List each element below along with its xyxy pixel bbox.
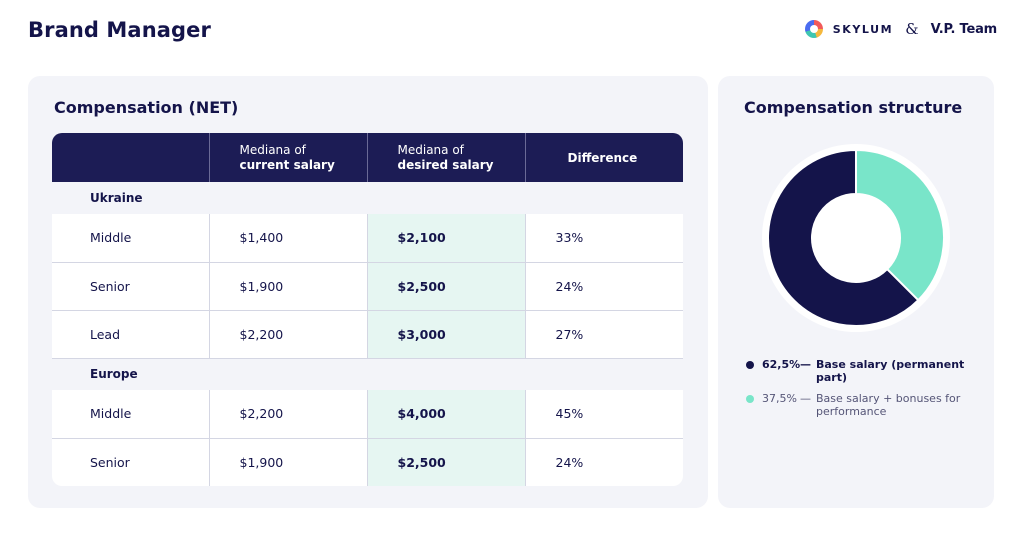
cell-difference: 27% [524,310,683,359]
table-row: Middle $2,200 $4,000 45% [52,390,683,439]
page-title: Brand Manager [28,18,211,42]
brand-logos: SKYLUM & V.P. Team [804,20,998,38]
donut-slice [855,148,945,302]
header-current-line2: current salary [239,157,335,172]
header-desired-line2: desired salary [397,157,494,172]
ampersand: & [905,20,919,38]
cell-desired: $2,100 [366,214,525,263]
table-row: Senior $1,900 $2,500 24% [52,438,683,486]
cell-role: Middle [52,214,209,263]
donut-chart [762,144,950,332]
legend-dot [746,361,754,369]
cell-role: Senior [52,262,209,311]
legend-dot [746,395,754,403]
legend-dash: — [800,358,811,371]
legend-pct: 37,5% [762,392,797,405]
legend-dash: — [800,392,811,405]
compensation-panel: Compensation (NET) Mediana of current sa… [28,76,708,508]
compensation-title: Compensation (NET) [54,98,239,117]
section-label: Europe [52,358,683,390]
chart-legend: 62,5% — Base salary (permanent part) 37,… [746,358,986,426]
table-row: Senior $1,900 $2,500 24% [52,262,683,311]
legend-label: Base salary (permanent part) [816,358,965,384]
header-desired-salary: Mediana of desired salary [366,133,525,182]
cell-current: $2,200 [208,310,367,359]
header-difference: Difference [524,133,683,182]
cell-difference: 24% [524,262,683,311]
cell-role: Senior [52,438,209,486]
cell-difference: 33% [524,214,683,263]
cell-role: Lead [52,310,209,359]
donut-svg [767,148,945,327]
section-row-europe: Europe [52,358,683,390]
compensation-table: Mediana of current salary Mediana of des… [52,133,683,486]
table-row: Lead $2,200 $3,000 27% [52,310,683,359]
header-empty [52,133,209,182]
structure-title: Compensation structure [744,98,963,117]
cell-difference: 24% [524,438,683,486]
section-label: Ukraine [52,182,683,214]
legend-label: Base salary + bonuses for performance [816,392,961,418]
header-current-line1: Mediana of [239,142,306,157]
cell-desired: $2,500 [366,438,525,486]
header-desired-line1: Mediana of [397,142,464,157]
skylum-logo-icon [804,20,823,38]
cell-current: $1,900 [208,438,367,486]
cell-current: $2,200 [208,390,367,439]
table-header-row: Mediana of current salary Mediana of des… [52,133,683,182]
cell-difference: 45% [524,390,683,439]
header-current-salary: Mediana of current salary [208,133,367,182]
skylum-logo-text: SKYLUM [832,22,894,36]
cell-desired: $3,000 [366,310,525,359]
legend-item: 37,5% — Base salary + bonuses for perfor… [746,392,986,418]
cell-current: $1,400 [208,214,367,263]
table-row: Middle $1,400 $2,100 33% [52,214,683,263]
vip-team-logo-text: V.P. Team [930,21,998,37]
legend-pct: 62,5% [762,358,801,371]
section-row-ukraine: Ukraine [52,182,683,214]
cell-desired: $2,500 [366,262,525,311]
legend-item: 62,5% — Base salary (permanent part) [746,358,986,384]
structure-panel: Compensation structure 62,5% — Base sala… [718,76,994,508]
cell-desired: $4,000 [366,390,525,439]
donut-slice [767,148,920,327]
cell-current: $1,900 [208,262,367,311]
cell-role: Middle [52,390,209,439]
